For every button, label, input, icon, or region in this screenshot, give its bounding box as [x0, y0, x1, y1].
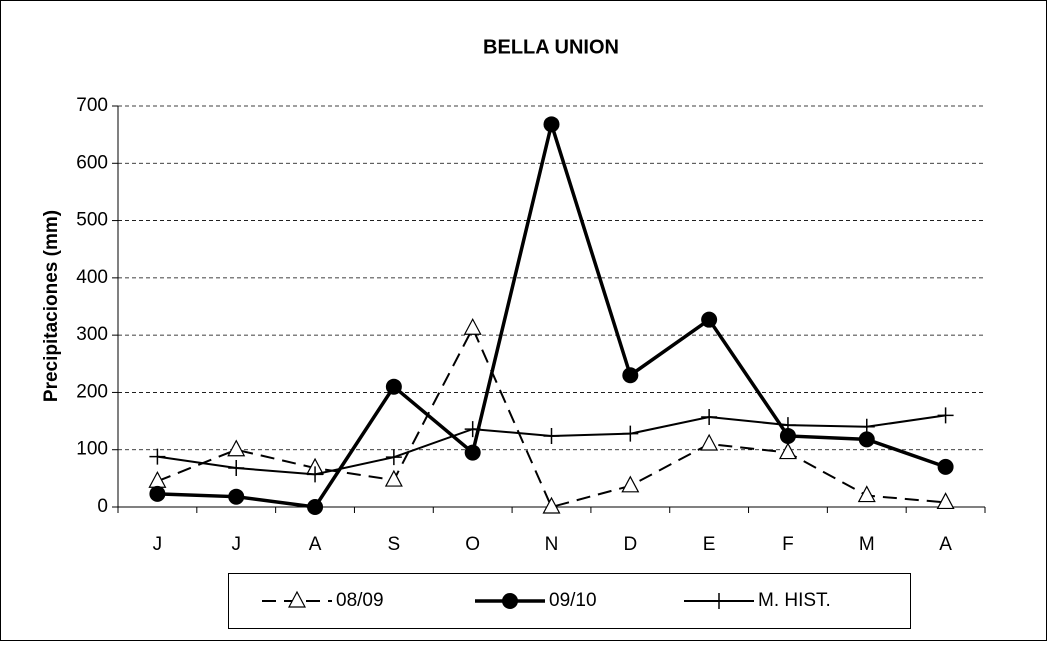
x-tick-label: F [782, 534, 794, 555]
marker [149, 485, 166, 502]
x-tick-label: J [231, 534, 241, 555]
marker [543, 116, 560, 133]
series-line [157, 325, 946, 509]
marker [622, 425, 639, 442]
x-tick-label: A [309, 534, 322, 555]
marker [385, 449, 402, 466]
marker [149, 448, 166, 465]
x-tick-label: E [703, 534, 716, 555]
marker [779, 427, 796, 444]
marker [464, 421, 481, 438]
chart-title: BELLA UNION [483, 36, 619, 58]
x-tick-label: D [623, 534, 637, 555]
legend-label: 09/10 [549, 590, 597, 611]
marker [700, 433, 719, 451]
x-tick-label: S [388, 534, 401, 555]
y-tick-label: 300 [76, 324, 108, 345]
marker [701, 409, 718, 426]
y-tick-label: 200 [76, 381, 108, 402]
legend-label: M. HIST. [758, 590, 831, 611]
legend-label: 08/09 [336, 590, 384, 611]
marker [778, 442, 797, 460]
marker [385, 378, 402, 395]
x-tick-label: A [939, 534, 952, 555]
marker [711, 593, 727, 609]
marker [858, 418, 875, 435]
marker [779, 417, 796, 434]
marker [937, 407, 954, 424]
marker [857, 485, 876, 503]
y-tick-label: 600 [76, 152, 108, 173]
marker [463, 317, 482, 335]
marker [228, 460, 245, 477]
marker [542, 496, 561, 514]
marker [307, 499, 324, 515]
marker [543, 427, 560, 444]
marker [622, 367, 639, 384]
marker [288, 590, 306, 608]
x-tick-label: M [859, 534, 875, 555]
y-axis-title: Precipitaciones (mm) [41, 210, 62, 402]
marker [464, 444, 481, 461]
y-tick-label: 100 [76, 439, 108, 460]
marker [307, 466, 324, 483]
y-tick-label: 400 [76, 267, 108, 288]
x-tick-label: N [545, 534, 559, 555]
x-tick-label: O [465, 534, 480, 555]
legend [228, 573, 911, 629]
marker [936, 492, 955, 510]
marker [937, 458, 954, 475]
marker [228, 488, 245, 505]
marker [858, 431, 875, 448]
marker [227, 439, 246, 457]
marker [502, 593, 518, 609]
x-tick-label: J [153, 534, 163, 555]
marker [621, 475, 640, 493]
y-tick-label: 700 [76, 95, 108, 116]
marker [701, 311, 718, 328]
marker [384, 469, 403, 487]
y-tick-label: 500 [76, 210, 108, 231]
y-tick-label: 0 [97, 496, 108, 517]
